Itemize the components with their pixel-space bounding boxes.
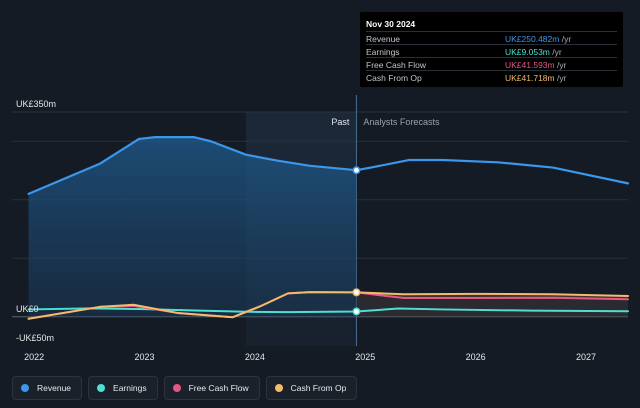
x-tick-label: 2025 <box>355 352 375 362</box>
x-tick-label: 2023 <box>134 352 154 362</box>
tooltip-value: UK£250.482m <box>505 34 560 44</box>
tooltip-unit: /yr <box>554 73 567 83</box>
y-tick-label: UK£350m <box>16 99 56 109</box>
legend-label: Earnings <box>113 383 147 393</box>
tooltip-row-revenue: Revenue UK£250.482m /yr <box>366 31 617 45</box>
earnings-dot-icon <box>97 384 106 392</box>
tooltip-value: UK£41.593m <box>505 60 555 70</box>
earnings-marker <box>352 307 361 316</box>
tooltip-row-free-cash-flow: Free Cash Flow UK£41.593m /yr <box>366 57 617 71</box>
legend-label: Cash From Op <box>290 383 347 393</box>
legend-item-earnings[interactable]: Earnings <box>88 376 158 400</box>
x-tick-label: 2026 <box>466 352 486 362</box>
revenue-marker <box>352 166 361 175</box>
legend-item-cash-from-op[interactable]: Cash From Op <box>265 376 358 400</box>
cash-from-op-line <box>27 291 629 320</box>
legend-item-free-cash-flow[interactable]: Free Cash Flow <box>163 376 260 400</box>
tooltip-unit: /yr <box>559 34 572 44</box>
y-tick-label: -UK£50m <box>16 333 54 343</box>
revenue-dot-icon <box>21 384 29 392</box>
legend-label: Revenue <box>37 383 72 393</box>
x-tick-label: 2022 <box>24 352 44 362</box>
cash-from-op-marker <box>352 288 361 297</box>
tooltip-label: Earnings <box>366 47 400 57</box>
tooltip-date: Nov 30 2024 <box>366 19 416 29</box>
cash-from-op-dot-icon <box>274 384 283 392</box>
tooltip-value: UK£41.718m <box>505 73 555 83</box>
legend: Revenue Earnings Free Cash Flow Cash Fro… <box>12 376 358 400</box>
tooltip-row-earnings: Earnings UK£9.053m /yr <box>366 44 617 58</box>
legend-item-revenue[interactable]: Revenue <box>12 376 83 400</box>
tooltip: Nov 30 2024 Revenue UK£250.482m /yr Earn… <box>360 12 623 87</box>
tooltip-label: Cash From Op <box>366 73 422 83</box>
legend-label: Free Cash Flow <box>188 383 249 393</box>
tooltip-unit: /yr <box>549 47 562 57</box>
tooltip-unit: /yr <box>554 60 567 70</box>
tooltip-value: UK£9.053m <box>505 47 550 57</box>
past-label: Past <box>331 117 350 127</box>
revenue-area <box>28 137 357 317</box>
forecast-label: Analysts Forecasts <box>363 117 440 127</box>
tooltip-label: Revenue <box>366 34 401 44</box>
earnings-line <box>27 307 629 314</box>
tooltip-label: Free Cash Flow <box>366 60 426 70</box>
free-cash-flow-dot-icon <box>172 384 181 392</box>
revenue-line <box>27 136 630 195</box>
y-tick-label: UK£0 <box>16 304 39 314</box>
x-tick-label: 2027 <box>576 352 596 362</box>
tooltip-row-cash-from-op: Cash From Op UK£41.718m /yr <box>366 70 617 84</box>
x-tick-label: 2024 <box>245 352 265 362</box>
